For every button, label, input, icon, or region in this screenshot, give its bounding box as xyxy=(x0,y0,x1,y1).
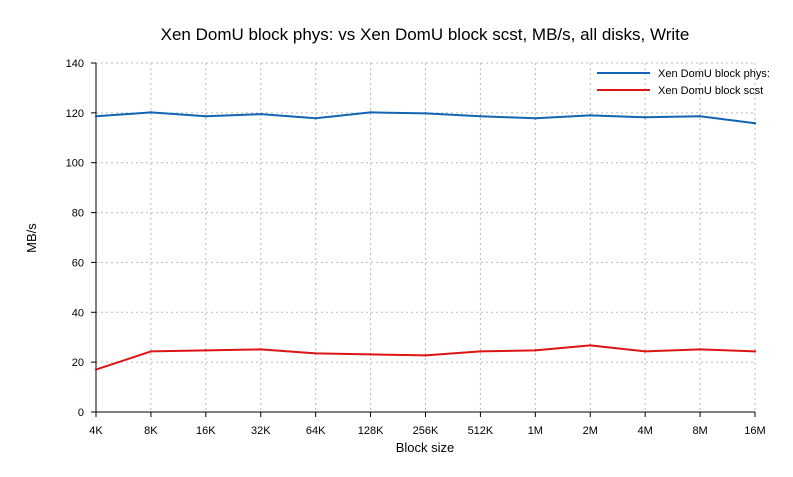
data-point xyxy=(149,111,153,114)
x-tick-label: 2M xyxy=(583,425,598,437)
legend-label: Xen DomU block scst xyxy=(658,85,763,97)
y-tick-label: 20 xyxy=(72,357,84,369)
data-point xyxy=(589,344,592,347)
data-point xyxy=(479,115,482,118)
data-point xyxy=(204,349,208,352)
legend: Xen DomU block phys: Xen DomU block scst xyxy=(597,68,770,97)
x-tick-label: 16K xyxy=(196,425,216,437)
data-point xyxy=(94,115,98,118)
data-point xyxy=(753,122,757,125)
data-point xyxy=(314,352,317,355)
x-tick-label: 4K xyxy=(89,425,103,437)
y-tick-label: 100 xyxy=(66,158,84,170)
data-point xyxy=(643,116,647,119)
x-tick-label: 1M xyxy=(528,425,543,437)
data-point xyxy=(534,117,537,120)
data-point xyxy=(369,111,372,114)
series-lines xyxy=(94,111,757,371)
data-point xyxy=(424,112,427,115)
data-point xyxy=(314,117,317,120)
y-axis-label: MB/s xyxy=(24,223,39,253)
x-tick-label: 8M xyxy=(692,425,707,437)
data-point xyxy=(259,112,262,116)
data-point xyxy=(643,350,647,353)
axes: 0 20 40 60 80 100 120 140 4K 8K 16K 32K 64K 128K 256K 5… xyxy=(66,58,766,437)
data-point xyxy=(698,115,702,118)
y-tick-label: 0 xyxy=(78,407,84,419)
y-tick-label: 120 xyxy=(66,108,84,120)
x-tick-label: 4M xyxy=(638,425,653,437)
y-tick-label: 40 xyxy=(72,307,84,319)
data-point xyxy=(589,114,592,117)
x-tick-label: 16M xyxy=(744,425,765,437)
x-tick-label: 128K xyxy=(358,425,384,437)
x-tick-label: 512K xyxy=(468,425,494,437)
data-point xyxy=(204,115,208,118)
data-point xyxy=(149,350,153,353)
data-point xyxy=(369,353,372,356)
x-tick-label: 64K xyxy=(306,425,326,437)
x-tick-label: 32K xyxy=(251,425,271,437)
y-tick-label: 60 xyxy=(72,257,84,269)
data-point xyxy=(534,349,537,352)
y-tick-label: 140 xyxy=(66,58,84,70)
legend-label: Xen DomU block phys: xyxy=(658,68,770,80)
data-point xyxy=(479,350,482,353)
data-point xyxy=(424,354,427,357)
data-point xyxy=(753,350,757,353)
x-axis-label: Block size xyxy=(396,440,455,455)
data-point xyxy=(94,368,98,371)
data-point xyxy=(698,348,702,351)
data-point xyxy=(259,348,262,351)
x-tick-label: 8K xyxy=(144,425,158,437)
x-tick-label: 256K xyxy=(413,425,439,437)
chart-title: Xen DomU block phys: vs Xen DomU block s… xyxy=(161,25,690,44)
y-tick-label: 80 xyxy=(72,208,84,220)
